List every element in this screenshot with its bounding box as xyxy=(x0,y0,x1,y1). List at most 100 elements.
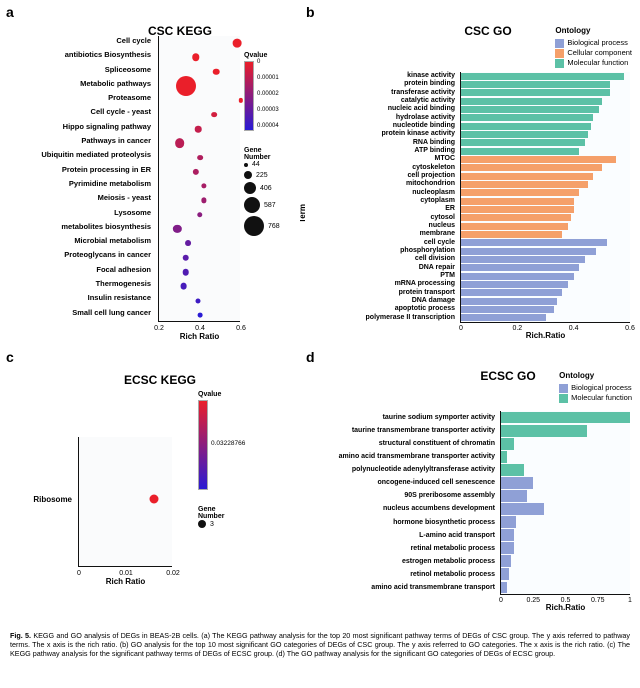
legend-swatch xyxy=(555,39,564,48)
panel-a-term: Pyrimidine metabolism xyxy=(0,177,155,191)
hbar-term: catalytic activity xyxy=(300,97,458,105)
hbar-bar xyxy=(461,206,574,213)
hbar-term: phosphorylation xyxy=(300,247,458,255)
legend-label: Molecular function xyxy=(567,58,628,68)
size-dot-icon xyxy=(198,520,206,528)
legend-label: Molecular function xyxy=(571,393,632,403)
hbar-term: mitochondrion xyxy=(300,180,458,188)
bubble-dot xyxy=(233,39,242,48)
panel-a-term: metabolites biosynthesis xyxy=(0,220,155,234)
hbar-term: hydrolase activity xyxy=(300,114,458,122)
size-label: 406 xyxy=(260,185,272,192)
hbar-bar xyxy=(461,173,593,180)
hbar-bar xyxy=(501,516,516,528)
hbar-bar xyxy=(501,412,630,424)
xtick: 0.2 xyxy=(154,325,164,332)
panel-a-term: Spliceosome xyxy=(0,63,155,77)
qtick: 0.00002 xyxy=(257,91,279,97)
hbar-bar xyxy=(461,73,624,80)
panel-c-plot: Rich Ratio 00.010.02 xyxy=(78,437,172,567)
hbar-term: ATP binding xyxy=(300,147,458,155)
panel-a-term: Proteasome xyxy=(0,91,155,105)
hbar-term: 90S preribosome assembly xyxy=(300,489,498,502)
hbar-bar xyxy=(461,123,591,130)
panel-a-term: Focal adhesion xyxy=(0,263,155,277)
hbar-bar xyxy=(461,131,588,138)
hbar-term: amino acid transmembrane transporter act… xyxy=(300,450,498,463)
bubble-dot xyxy=(239,98,243,102)
panel-a-xtitle: Rich Ratio xyxy=(180,332,220,341)
xtick: 1 xyxy=(628,597,632,604)
panel-b-legend: OntologyBiological processCellular compo… xyxy=(555,26,632,68)
panel-a-term: Hippo signaling pathway xyxy=(0,120,155,134)
hbar-term: L-amino acid transport xyxy=(300,529,498,542)
bubble-dot xyxy=(185,240,191,246)
hbar-bar xyxy=(501,529,514,541)
hbar-bar xyxy=(461,314,546,321)
panel-d: d ECSC GO OntologyBiological processMole… xyxy=(300,345,640,625)
hbar-bar xyxy=(461,148,579,155)
panel-d-label: d xyxy=(306,349,315,365)
panel-c-title: ECSC KEGG xyxy=(20,373,300,387)
legend-label: Biological process xyxy=(571,383,631,393)
hbar-bar xyxy=(501,555,511,567)
bubble-dot xyxy=(180,283,187,290)
hbar-bar xyxy=(461,181,588,188)
panel-b: b CSC GO OntologyBiological processCellu… xyxy=(300,0,640,345)
hbar-term: retinol metabolic process xyxy=(300,568,498,581)
panel-a-term: Insulin resistance xyxy=(0,291,155,305)
hbar-term: nucleus xyxy=(300,222,458,230)
size-dot-icon xyxy=(244,197,260,213)
hbar-bar xyxy=(461,298,557,305)
hbar-bar xyxy=(461,248,596,255)
panel-a-term: antibiotics Biosynthesis xyxy=(0,48,155,62)
panel-b-xtitle: Rich.Ratio xyxy=(526,331,566,340)
legend-swatch xyxy=(559,384,568,393)
hbar-bar xyxy=(501,451,507,463)
hbar-term: cytoskeleton xyxy=(300,164,458,172)
hbar-term: kinase activity xyxy=(300,72,458,80)
xtick: 0.4 xyxy=(195,325,205,332)
bubble-dot xyxy=(201,198,206,203)
hbar-bar xyxy=(501,425,587,437)
xtick: 0.5 xyxy=(561,597,571,604)
panel-d-xtitle: Rich.Ratio xyxy=(546,603,586,612)
hbar-term: estrogen metabolic process xyxy=(300,555,498,568)
hbar-term: MTOC xyxy=(300,155,458,163)
hbar-term: ER xyxy=(300,205,458,213)
hbar-bar xyxy=(461,273,574,280)
hbar-term: cytoplasm xyxy=(300,197,458,205)
bubble-dot xyxy=(176,76,196,96)
xtick: 0 xyxy=(459,325,463,332)
bubble-dot xyxy=(193,169,199,175)
hbar-bar xyxy=(461,264,579,271)
panel-a-chart: CSC KEGG Cell cycleantibiotics Biosynthe… xyxy=(0,24,300,345)
panel-b-label: b xyxy=(306,4,315,20)
xtick: 0.01 xyxy=(119,570,133,577)
hbar-bar xyxy=(461,89,610,96)
hbar-bar xyxy=(461,223,568,230)
hbar-bar xyxy=(501,490,527,502)
size-label: 225 xyxy=(256,172,268,179)
xtick: 0 xyxy=(499,597,503,604)
hbar-bar xyxy=(501,542,514,554)
hbar-bar xyxy=(461,214,571,221)
hbar-term: amino acid transmembrane transport xyxy=(300,581,498,594)
panel-a-term: Protein processing in ER xyxy=(0,163,155,177)
panel-d-chart: ECSC GO OntologyBiological processMolecu… xyxy=(300,369,636,625)
gene-size-c: 3 xyxy=(210,521,214,528)
hbar-term: DNA damage xyxy=(300,297,458,305)
hbar-bar xyxy=(461,164,602,171)
xtick: 0.2 xyxy=(512,325,522,332)
hbar-bar xyxy=(501,568,509,580)
panel-a-term: Small cell lung cancer xyxy=(0,306,155,320)
hbar-term: nucleoplasm xyxy=(300,189,458,197)
qtick: 0.00003 xyxy=(257,107,279,113)
size-dot-icon xyxy=(244,182,256,194)
xtick: 0.75 xyxy=(591,597,605,604)
bubble-dot xyxy=(212,112,218,118)
qtick: 0.00004 xyxy=(257,123,279,129)
hbar-term: taurine sodium symporter activity xyxy=(300,411,498,424)
panel-c-term: Ribosome xyxy=(0,495,72,504)
panel-a-term: Lysosome xyxy=(0,206,155,220)
